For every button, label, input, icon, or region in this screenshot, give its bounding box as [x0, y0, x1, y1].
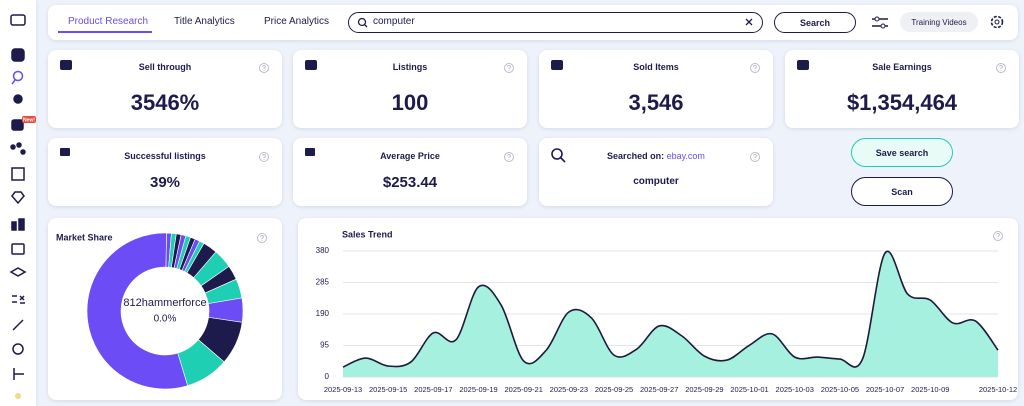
card-value: 100 [391, 90, 429, 115]
pie-slice [86, 232, 188, 390]
site-link[interactable]: ebay.com [666, 151, 705, 161]
x-tick-label: 2025-10-03 [776, 385, 814, 394]
x-tick-label: 2025-10-07 [866, 385, 904, 394]
x-tick-label: 2025-09-25 [595, 385, 633, 394]
card-value: 3,546 [628, 90, 684, 115]
x-tick-label: 2025-09-17 [414, 385, 452, 394]
help-icon[interactable] [749, 151, 761, 163]
stat-card: Sell through 3546% [48, 50, 282, 128]
line [342, 250, 999, 368]
help-icon[interactable] [256, 232, 268, 244]
card-title: Average Price [380, 151, 440, 161]
card-value: 3546% [130, 90, 200, 115]
save-search-button[interactable]: Save search [851, 138, 953, 167]
searched-on-card: Searched on: ebay.com computer [539, 138, 773, 206]
x-tick-label: 2025-09-15 [369, 385, 407, 394]
help-icon[interactable] [992, 230, 1004, 242]
tab[interactable]: Title Analytics [174, 16, 235, 27]
tab-active[interactable]: Product Research [68, 16, 149, 27]
search-box[interactable]: computer [348, 12, 763, 33]
card-title: Sold Items [633, 62, 679, 72]
card-icon [305, 148, 315, 156]
card-title: Sale Earnings [872, 62, 932, 72]
card-value: $253.44 [382, 174, 438, 191]
settings-icon[interactable] [989, 14, 1005, 30]
scan-button[interactable]: Scan [851, 177, 953, 206]
help-icon[interactable] [749, 62, 761, 74]
x-tick-label: 2025-09-21 [505, 385, 543, 394]
sidebar: New! [0, 0, 36, 406]
tab-underline [58, 31, 152, 33]
search-button[interactable]: Search [774, 12, 856, 33]
sidebar-icons: New! [9, 14, 36, 399]
card-icon [60, 148, 70, 156]
x-tick-label: 2025-09-13 [324, 385, 362, 394]
training-videos[interactable]: Training Videos [900, 12, 978, 32]
area [343, 251, 998, 377]
new-badge: New! [23, 117, 35, 123]
stat-card: Average Price $253.44 [293, 138, 527, 206]
button-label: Save search [875, 147, 929, 158]
x-tick-label: 2025-10-09 [911, 385, 949, 394]
card-title: Listings [392, 62, 428, 72]
x-tick-label: 2025-09-29 [685, 385, 723, 394]
card-icon [305, 60, 317, 70]
help-icon[interactable] [258, 151, 270, 163]
y-tick-label: 95 [320, 341, 329, 350]
card-value: 39% [149, 174, 181, 191]
help-icon[interactable] [258, 62, 270, 74]
x-tick-label: 2025-09-23 [550, 385, 588, 394]
card-icon [551, 60, 563, 70]
y-tick-label: 190 [316, 309, 330, 318]
x-tick-label: 2025-09-19 [459, 385, 497, 394]
top-bar: Product Research Title Analytics Price A… [48, 5, 1018, 40]
y-tick-label: 380 [316, 246, 330, 255]
x-tick-label: 2025-10-12 [979, 385, 1017, 394]
chart-title: Sales Trend [342, 229, 393, 239]
stat-card: Sale Earnings $1,354,464 [785, 50, 1019, 128]
stat-card: Listings 100 [293, 50, 527, 128]
center-label: 812hammerforce [123, 297, 206, 309]
y-tick-label: 0 [325, 372, 330, 381]
searched-on-title: Searched on: ebay.com [539, 151, 773, 161]
center-value: 0.0% [154, 314, 177, 325]
card-title: Successful listings [124, 151, 206, 161]
search-icons [357, 17, 753, 28]
y-tick-label: 285 [316, 278, 330, 287]
search-icon [551, 148, 566, 163]
tab[interactable]: Price Analytics [264, 16, 330, 27]
stat-card: Successful listings 39% [48, 138, 282, 206]
help-icon[interactable] [995, 62, 1007, 74]
search-query[interactable]: computer [373, 16, 415, 27]
filter-icon[interactable] [870, 13, 890, 33]
x-tick-label: 2025-09-27 [640, 385, 678, 394]
x-tick-label: 2025-10-01 [730, 385, 768, 394]
button-label: Scan [891, 186, 913, 197]
searched-on-label: Searched on: [607, 151, 665, 161]
searched-term: computer [633, 176, 679, 187]
card-icon [60, 60, 72, 70]
card-icon [797, 60, 809, 70]
x-tick-label: 2025-10-05 [821, 385, 859, 394]
stat-card: Sold Items 3,546 [539, 50, 773, 128]
chart-title: Market Share [56, 232, 113, 242]
help-icon[interactable] [503, 151, 515, 163]
card-value: $1,354,464 [846, 90, 958, 115]
card-title: Sell through [138, 62, 192, 72]
training-videos-label: Training Videos [911, 17, 967, 27]
help-icon[interactable] [503, 62, 515, 74]
